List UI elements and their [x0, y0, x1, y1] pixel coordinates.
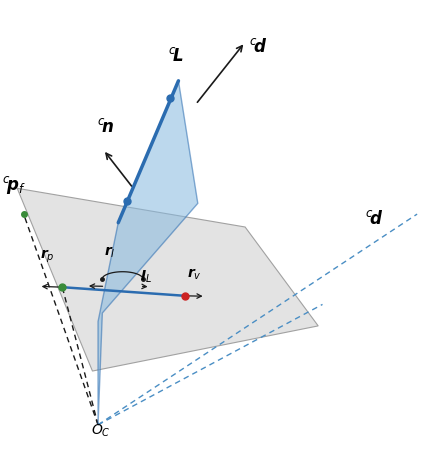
Polygon shape	[17, 189, 318, 371]
Text: $^c\!\boldsymbol{d}$: $^c\!\boldsymbol{d}$	[249, 38, 267, 56]
Text: $^c\!\boldsymbol{p}_f$: $^c\!\boldsymbol{p}_f$	[2, 174, 26, 196]
Text: $^c\!\boldsymbol{d}$: $^c\!\boldsymbol{d}$	[365, 210, 383, 228]
Text: $\boldsymbol{r}_v$: $\boldsymbol{r}_v$	[187, 266, 202, 281]
Text: $\boldsymbol{r}_l$: $\boldsymbol{r}_l$	[104, 244, 116, 260]
Text: $O_C$: $O_C$	[91, 421, 111, 438]
Text: $^c\!\boldsymbol{n}$: $^c\!\boldsymbol{n}$	[97, 118, 114, 136]
Text: $^c\!\boldsymbol{L}$: $^c\!\boldsymbol{L}$	[169, 47, 184, 65]
Text: $\boldsymbol{r}_p$: $\boldsymbol{r}_p$	[40, 247, 55, 264]
Polygon shape	[98, 81, 198, 425]
Text: $\boldsymbol{I}_L$: $\boldsymbol{I}_L$	[140, 268, 152, 284]
